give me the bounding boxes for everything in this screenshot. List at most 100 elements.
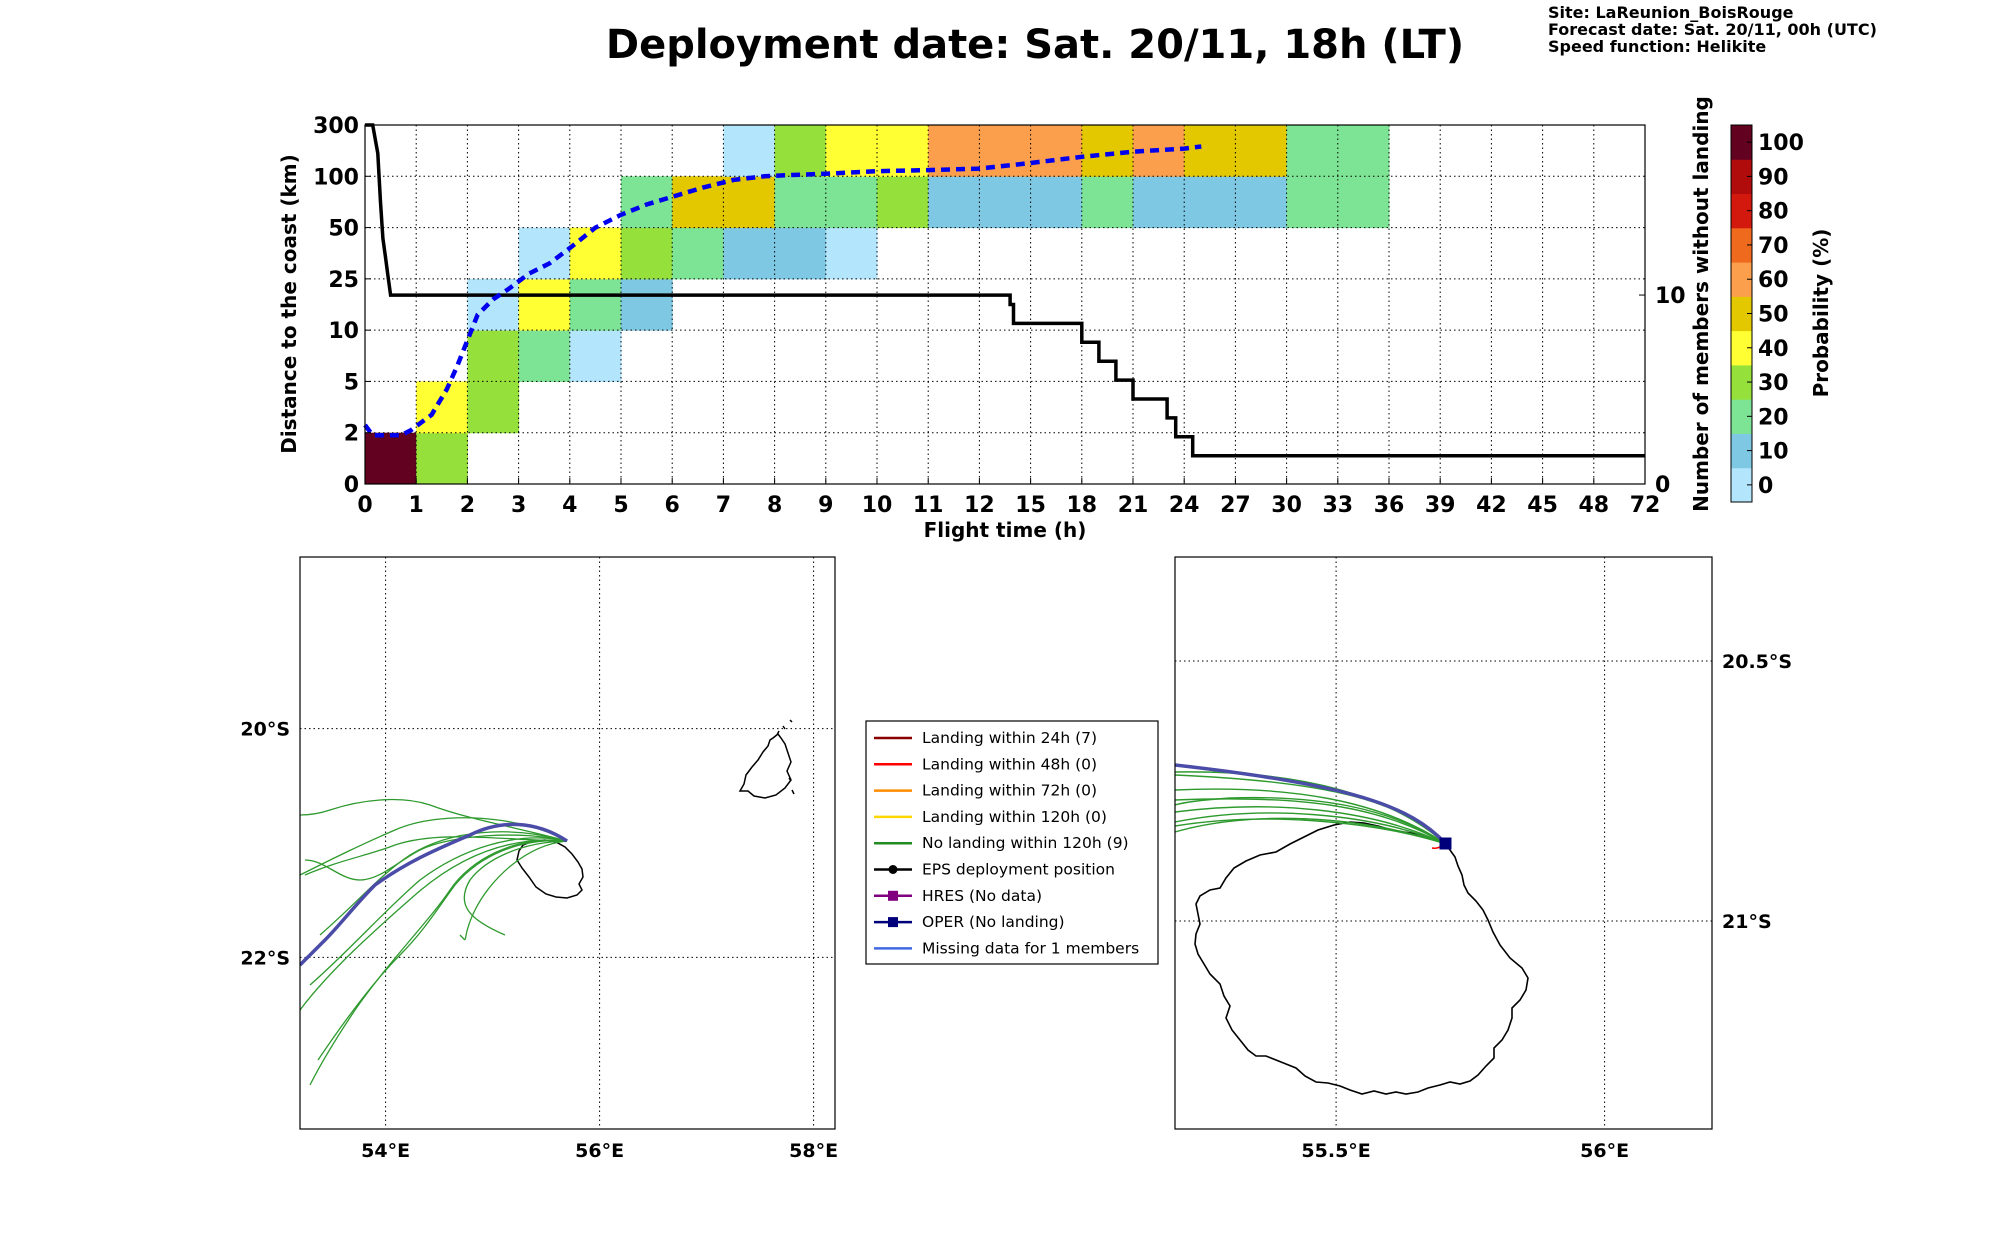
- map-lon-label: 55.5°E: [1301, 1140, 1370, 1162]
- reunion-coastline-left: [516, 839, 584, 899]
- map-lon-label: 58°E: [789, 1140, 838, 1162]
- speed-info: Speed function: Helikite: [1548, 37, 1766, 56]
- x-tick-label: 2: [460, 493, 475, 518]
- heatmap-cell-13: [621, 227, 673, 280]
- heatmap-cell-3: [467, 381, 520, 434]
- heatmap-cell-19: [672, 176, 724, 229]
- legend-item-7: OPER (No landing): [874, 913, 1065, 931]
- heatmap-cell-43: [1235, 125, 1288, 177]
- heatmap-cell-15: [723, 227, 776, 280]
- y-tick-label: 25: [328, 268, 359, 293]
- x-tick-label: 15: [1015, 493, 1046, 518]
- heatmap-cell-20: [723, 176, 776, 229]
- x-tick-label: 39: [1425, 493, 1456, 518]
- heatmap-chart: 0 1 2 3 4 5 6 7 8 9 10 11 12 15 18 21 24 27 30 33 36 39 42 45 48…: [277, 96, 1713, 542]
- colorbar-tick-label: 10: [1758, 440, 1789, 465]
- legend-label: OPER (No landing): [922, 913, 1065, 931]
- heatmap-cell-6: [569, 330, 622, 382]
- colorbar-tick-label: 50: [1758, 303, 1789, 328]
- x-tick-label: 0: [357, 493, 372, 518]
- legend-marker: [888, 917, 898, 928]
- mauritius-coastline: [738, 719, 795, 799]
- legend-item-3: Landing within 120h (0): [874, 808, 1107, 826]
- x-tick-label: 6: [665, 493, 680, 518]
- legend-label: No landing within 120h (9): [922, 834, 1129, 852]
- heatmap-cell-23: [877, 176, 929, 229]
- colorbar-cell-2: [1731, 399, 1752, 434]
- y-tick-label: 0: [344, 473, 359, 498]
- members-without-landing-line: [365, 123, 1645, 458]
- legend-marker: [888, 890, 898, 901]
- colorbar-cell-8: [1731, 193, 1752, 229]
- y2-axis-label: Number of members without landing: [1689, 96, 1713, 512]
- legend-item-1: Landing within 48h (0): [874, 755, 1097, 773]
- x-tick-label: 10: [862, 493, 893, 518]
- x-tick-label: 11: [913, 493, 944, 518]
- x-tick-label: 36: [1374, 493, 1405, 518]
- oper-track-right: [1175, 763, 1448, 846]
- heatmap-cell-36: [877, 125, 929, 177]
- heatmap-cell-26: [1030, 176, 1083, 229]
- legend-item-5: EPS deployment position: [874, 861, 1115, 879]
- x-tick-label: 1: [409, 493, 424, 518]
- colorbar: 0 10 20 30 40 50 60 70 80 90 100 Probability (%): [1730, 124, 1833, 503]
- colorbar-cell-4: [1731, 330, 1752, 366]
- legend-label: Landing within 120h (0): [922, 808, 1107, 826]
- x-tick-label: 42: [1476, 493, 1507, 518]
- x-tick-label: 4: [562, 493, 577, 518]
- x-tick-label: 7: [716, 493, 731, 518]
- legend-item-6: HRES (No data): [874, 887, 1042, 905]
- x-tick-label: 48: [1578, 493, 1609, 518]
- x-tick-label: 27: [1220, 493, 1251, 518]
- heatmap-cell-0: [365, 432, 417, 485]
- colorbar-ticks: 0 10 20 30 40 50 60 70 80 90 100: [1747, 131, 1804, 499]
- legend-item-2: Landing within 72h (0): [874, 782, 1097, 800]
- legend-frame: [865, 720, 1159, 965]
- colorbar-cell-7: [1731, 227, 1752, 263]
- y-tick-label: 100: [313, 165, 359, 190]
- x-tick-label: 72: [1630, 493, 1661, 518]
- x-tick-label: 3: [511, 493, 526, 518]
- heatmap-cell-9: [569, 278, 622, 331]
- x-tick-label: 21: [1118, 493, 1149, 518]
- legend-item-0: Landing within 24h (7): [874, 729, 1097, 747]
- x-tick-label: 24: [1169, 493, 1200, 518]
- plot-frame: [364, 124, 1646, 485]
- reunion-coastline-right: [1194, 821, 1529, 1095]
- y-tick-label: 2: [344, 422, 359, 447]
- colorbar-cell-10: [1731, 125, 1752, 160]
- map-lat-label: 22°S: [240, 947, 290, 969]
- forecast-info: Forecast date: Sat. 20/11, 00h (UTC): [1548, 20, 1877, 39]
- map-right-grid: [1175, 557, 1712, 1129]
- legend-marker: [888, 865, 898, 874]
- heatmap-cell-25: [979, 176, 1032, 229]
- x-tick-label: 9: [818, 493, 833, 518]
- x-tick-label: 8: [767, 493, 782, 518]
- heatmap-cell-39: [1030, 125, 1083, 177]
- heatmap-cell-44: [1286, 125, 1339, 177]
- heatmap-cell-34: [774, 125, 827, 177]
- heatmap-cell-35: [825, 125, 878, 177]
- chart-title: Deployment date: Sat. 20/11, 18h (LT): [606, 22, 1464, 68]
- heatmap-cell-45: [1337, 125, 1390, 177]
- heatmap-cell-16: [774, 227, 827, 280]
- map-lon-label: 54°E: [361, 1140, 410, 1162]
- colorbar-cell-1: [1731, 433, 1752, 469]
- map-left-grid: [300, 557, 835, 1129]
- heatmap-cell-14: [672, 227, 724, 280]
- site-info: Site: LaReunion_BoisRouge: [1548, 3, 1794, 22]
- legend-label: HRES (No data): [922, 887, 1042, 905]
- chart-series: [363, 123, 1645, 458]
- map-lon-label: 56°E: [575, 1140, 624, 1162]
- colorbar-tick-label: 80: [1758, 200, 1789, 225]
- colorbar-tick-label: 30: [1758, 371, 1789, 396]
- heatmap-cell-31: [1286, 176, 1339, 229]
- map-right: 55.5°E 56°E 20.5°S 21°S: [1174, 556, 1792, 1162]
- oper-deployment-marker: [1439, 837, 1452, 850]
- map-left-ticks: 54°E 56°E 58°E 20°S 22°S: [240, 719, 838, 1162]
- heatmap-cell-8: [518, 278, 571, 331]
- colorbar-cell-0: [1731, 467, 1752, 503]
- legend-label: Landing within 72h (0): [922, 782, 1097, 800]
- map-lat-label: 20°S: [240, 719, 290, 741]
- x-tick-label: 5: [613, 493, 628, 518]
